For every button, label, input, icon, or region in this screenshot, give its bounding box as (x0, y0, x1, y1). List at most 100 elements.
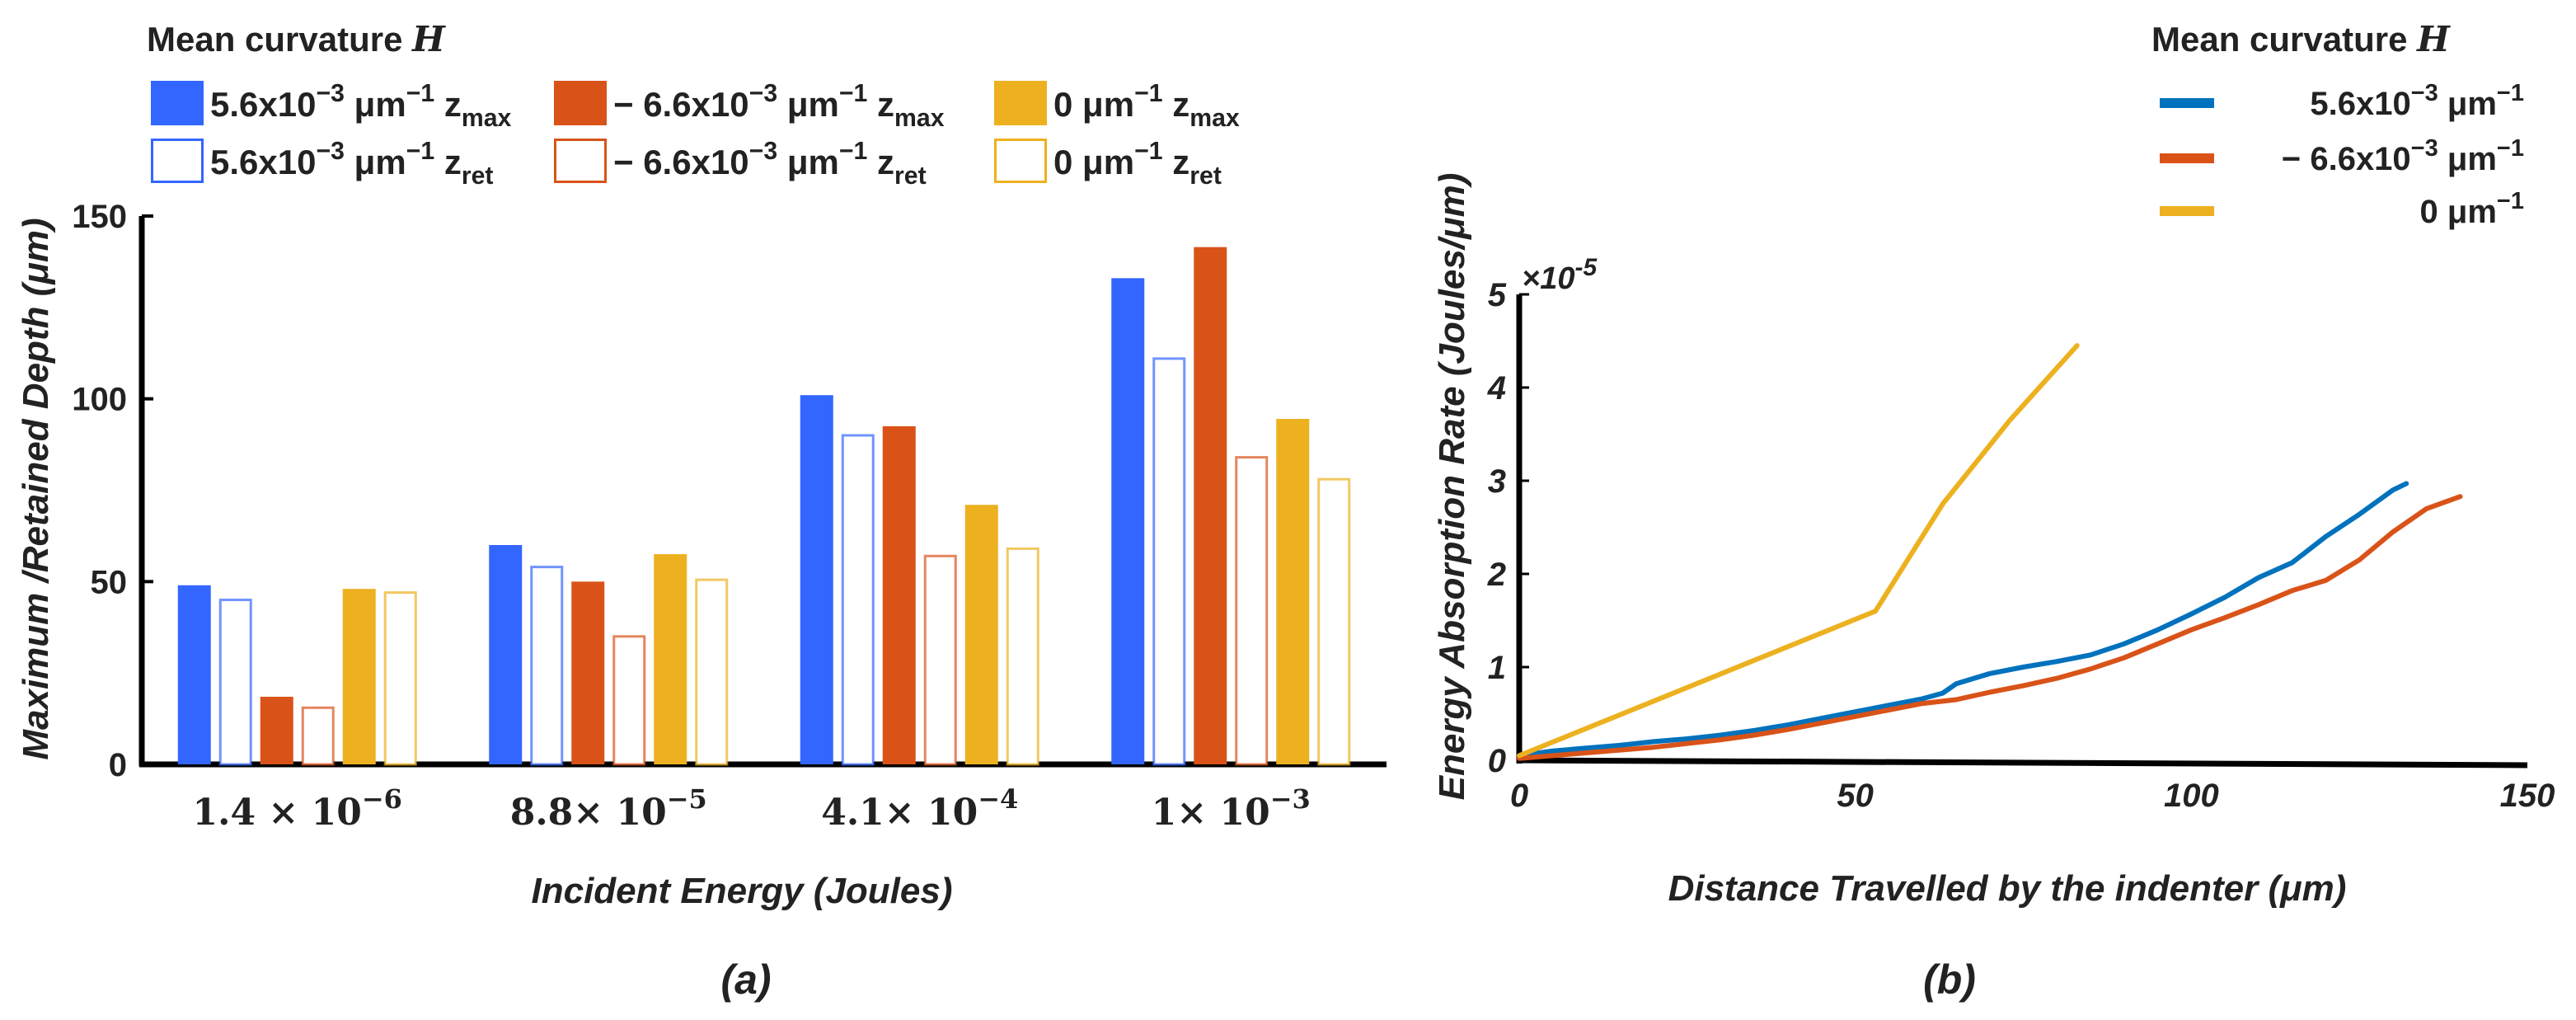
x-tick-label: 50 (1837, 778, 1874, 814)
category-base: 4.1 (821, 792, 884, 834)
legend-label-sub: max (894, 105, 945, 132)
y-tick-label: 100 (72, 382, 127, 418)
y-axis-title: Energy Absorption Rate (Joules/μm) (1432, 173, 1472, 801)
bar-zmax (342, 589, 376, 764)
series-line (1517, 494, 2463, 761)
legend-title: Mean curvature H (2151, 19, 2451, 59)
legend-swatch-zret (151, 139, 204, 183)
x-tick-label: 150 (2500, 778, 2555, 814)
legend-label-unit-exp: −1 (2497, 80, 2524, 106)
category-times: × (256, 792, 312, 834)
category-ten: 10 (616, 792, 666, 834)
legend-title-text: Mean curvature (2151, 20, 2417, 59)
legend-label-unit-exp: −1 (839, 80, 867, 107)
bar-zret (383, 591, 417, 766)
legend-title-symbol: H (2416, 19, 2451, 59)
legend-label: − 6.6x10−3 μm−1 zmax (613, 80, 945, 132)
bar-zmax (260, 696, 293, 764)
legend-label: 5.6x10−3 μm−1 zmax (210, 80, 512, 132)
x-axis-title: Distance Travelled by the indenter (μm) (1668, 868, 2347, 909)
y-tick-label: 150 (72, 199, 127, 235)
x-axis-title: Incident Energy (Joules) (532, 871, 953, 911)
x-tick-label: 100 (2164, 778, 2219, 814)
y-tick-label: 4 (1487, 370, 1506, 407)
bar-zmax (800, 395, 833, 764)
legend-label-main: − 6.6x10 (2282, 141, 2411, 177)
legend-title-text: Mean curvature (147, 20, 412, 59)
bar-zmax (177, 585, 211, 764)
legend-label-main: 5.6x10 (210, 85, 316, 124)
legend-label-unit-exp: −1 (1134, 80, 1162, 107)
category-times: × (573, 792, 616, 834)
legend-label-sub: max (462, 105, 512, 132)
legend-swatch-zmax (151, 81, 204, 125)
y-scale-exp: -5 (1574, 254, 1598, 281)
category-base: 1.4 (193, 792, 256, 834)
legend-label-main: 5.6x10 (210, 143, 316, 181)
legend-swatch-zmax (554, 81, 607, 125)
bar-zmax (882, 425, 916, 764)
series-line (1517, 481, 2409, 759)
legend-label-unit-exp: −1 (406, 80, 434, 107)
x-category-label: 4.1× 10−4 (821, 783, 1018, 834)
category-exp: −4 (978, 783, 1018, 815)
legend-label-z: z (1163, 85, 1190, 124)
legend-label-z: z (434, 143, 462, 181)
legend-swatch-zret (994, 139, 1047, 183)
bar-zret (1317, 477, 1351, 766)
category-ten: 10 (312, 792, 362, 834)
bar-zmax (964, 505, 998, 764)
legend-label-unit-exp: −1 (2497, 188, 2524, 214)
x-axis-line (1516, 757, 2528, 769)
legend-label-unit-exp: −1 (406, 138, 434, 165)
legend-swatch-zmax (994, 81, 1047, 125)
legend-label: − 6.6x10−3 μm−1 zret (613, 138, 927, 190)
category-base: 8.8 (510, 792, 574, 834)
legend-label-unit-exp: −1 (2497, 135, 2524, 162)
legend-label-unit: μm (345, 85, 406, 124)
y-tick-label: 50 (91, 564, 128, 600)
panel-label-b: (b) (1923, 957, 1976, 1003)
category-times: × (884, 792, 927, 834)
legend-label-z: z (867, 85, 894, 124)
y-tick-label: 5 (1488, 277, 1507, 313)
legend-label-unit: μm (2438, 194, 2497, 230)
bar-zret (530, 566, 564, 766)
category-times: × (1176, 792, 1219, 834)
legend-label-sub: ret (1189, 162, 1222, 190)
x-category-label: 1× 10−3 (1152, 783, 1311, 834)
legend-label-unit: μm (777, 143, 839, 181)
bar-zret (695, 578, 729, 766)
line-chart-panel: 0 50 100 150 0 1 2 3 4 5 ×10-5 Distance Travelled b… (1432, 19, 2555, 1003)
y-tick-label: 0 (109, 747, 127, 783)
bar-zmax (654, 554, 687, 764)
legend-label-sub: max (1189, 105, 1240, 132)
legend-swatch-zret (554, 139, 607, 183)
bar-zmax (1111, 278, 1145, 764)
legend-label: 5.6x10−3 μm−1 zret (210, 138, 493, 190)
y-tick-label: 1 (1488, 650, 1506, 686)
legend-label-z: z (1163, 143, 1190, 181)
legend-label-main: 0 (1053, 143, 1072, 181)
bar-zmax (1276, 419, 1310, 764)
legend-label-main: − 6.6x10 (613, 143, 749, 181)
y-tick-label: 2 (1487, 557, 1506, 593)
legend-label-exp: −3 (2411, 135, 2438, 162)
series-line (1517, 343, 2080, 759)
legend-label-exp: −3 (749, 138, 777, 165)
legend-label-unit: μm (1072, 143, 1134, 181)
legend-label-unit: μm (2438, 86, 2497, 122)
bar-zret (612, 635, 646, 766)
legend-label-exp: −3 (2411, 80, 2438, 106)
legend-label-main: 0 (1053, 85, 1072, 124)
x-category-label: 8.8× 10−5 (510, 783, 707, 834)
x-category-label: 1.4 × 10−6 (193, 783, 402, 834)
bar-zmax (571, 581, 605, 764)
legend-title: Mean curvature H (147, 19, 446, 59)
legend-label-unit-exp: −1 (1134, 138, 1162, 165)
category-ten: 10 (1220, 792, 1270, 834)
bar-zret (218, 599, 252, 766)
bar-zmax (489, 545, 523, 764)
